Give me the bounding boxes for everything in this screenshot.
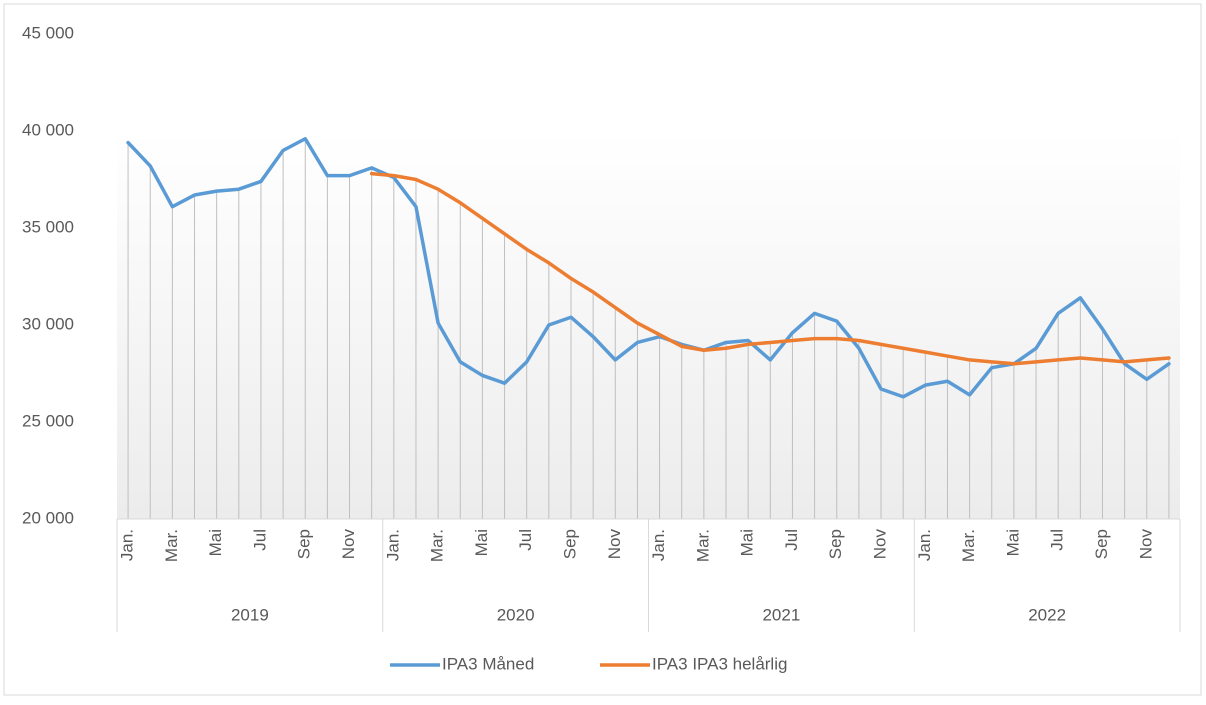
x-tick-label: Mar.	[959, 529, 978, 562]
group-label: 2019	[231, 605, 269, 624]
x-tick-label: Sep	[826, 529, 845, 559]
y-tick-label: 30 000	[22, 314, 74, 333]
x-tick-label: Mar.	[428, 529, 447, 562]
x-tick-label: Nov	[1136, 529, 1155, 560]
group-label: 2020	[497, 605, 535, 624]
x-tick-label: Mar.	[693, 529, 712, 562]
x-tick-label: Jul	[516, 529, 535, 551]
x-tick-label: Sep	[560, 529, 579, 559]
x-tick-label: Nov	[871, 529, 890, 560]
x-tick-label: Mai	[1003, 529, 1022, 556]
series-line	[126, 137, 1171, 399]
x-tick-label: Sep	[295, 529, 314, 559]
group-label: 2022	[1028, 605, 1066, 624]
x-tick-label: Jan.	[915, 529, 934, 561]
x-tick-label: Jul	[250, 529, 269, 551]
y-tick-label: 40 000	[22, 120, 74, 139]
x-tick-label: Nov	[339, 529, 358, 560]
x-tick-label: Jan.	[649, 529, 668, 561]
x-tick-label: Jan.	[118, 529, 137, 561]
x-tick-label: Mai	[472, 529, 491, 556]
x-tick-label: Mar.	[162, 529, 181, 562]
legend-label: IPA3 Måned	[442, 654, 534, 673]
x-tick-label: Sep	[1092, 529, 1111, 559]
x-tick-label: Nov	[605, 529, 624, 560]
series-line	[369, 171, 1171, 366]
x-tick-label: Jan.	[383, 529, 402, 561]
x-tick-label: Mai	[738, 529, 757, 556]
y-tick-label: 35 000	[22, 217, 74, 236]
y-tick-label: 20 000	[22, 508, 74, 527]
x-tick-label: Jul	[782, 529, 801, 551]
legend-label: IPA3 IPA3 helårlig	[652, 654, 787, 673]
y-tick-label: 45 000	[22, 23, 74, 42]
y-tick-label: 25 000	[22, 411, 74, 430]
x-tick-label: Mai	[206, 529, 225, 556]
plot-background	[117, 131, 1180, 519]
x-tick-label: Jul	[1048, 529, 1067, 551]
group-label: 2021	[762, 605, 800, 624]
